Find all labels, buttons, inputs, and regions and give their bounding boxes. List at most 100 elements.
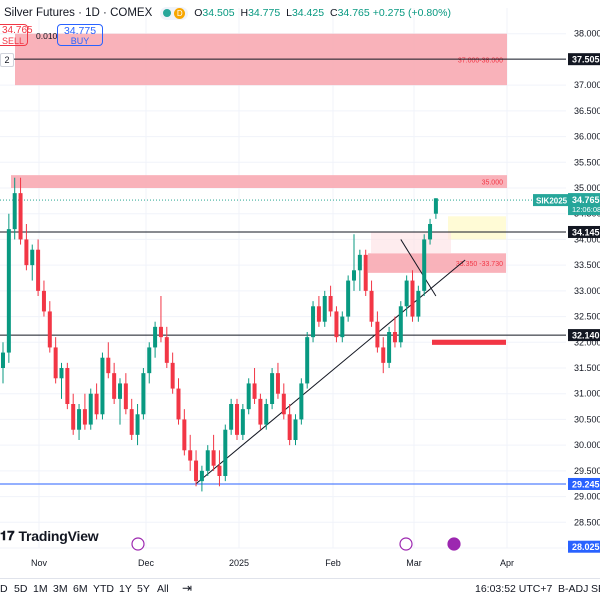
range-d-button[interactable]: D	[0, 583, 8, 595]
status-pill[interactable]: D	[160, 6, 189, 20]
x-tick-label: Apr	[500, 558, 514, 568]
candle	[270, 373, 275, 404]
zone-label: 33.350 -33.730	[456, 261, 503, 268]
candle	[404, 280, 409, 307]
bar-countdown: 12:06:08	[572, 205, 600, 214]
candle	[100, 357, 105, 415]
candle	[12, 193, 17, 230]
range-5y-button[interactable]: 5Y	[137, 583, 150, 595]
zone-rect	[368, 253, 506, 273]
candle	[246, 383, 251, 410]
candle	[223, 429, 228, 476]
candle	[311, 306, 316, 338]
last-price-label: 34.765	[572, 195, 600, 205]
last-price-box	[568, 193, 600, 216]
candle	[357, 254, 362, 271]
delay-badge-icon: D	[174, 7, 186, 19]
sell-price: 34.765	[2, 25, 33, 36]
price-label-box	[568, 477, 600, 490]
candle	[299, 383, 304, 420]
y-tick-label: 34.000	[574, 234, 600, 244]
price-label: 32.140	[572, 331, 600, 341]
y-tick-label: 31.500	[574, 363, 600, 373]
candle	[422, 239, 427, 291]
symbol-label-box	[533, 194, 568, 207]
y-tick-label: 30.500	[574, 414, 600, 424]
candle	[322, 296, 327, 322]
price-label: 37.505	[572, 55, 600, 65]
range-3m-button[interactable]: 3M	[53, 583, 68, 595]
candle	[135, 414, 140, 435]
price-label-box	[568, 329, 600, 342]
candle	[47, 311, 52, 348]
buy-label: BUY	[70, 36, 90, 46]
adjustment-toggle[interactable]: B-ADJ	[558, 583, 589, 595]
range-1m-button[interactable]: 1M	[33, 583, 48, 595]
spread-value: 0.010	[36, 31, 58, 41]
event-icon	[399, 537, 413, 551]
session-toggle[interactable]: SE	[591, 583, 600, 595]
price-label-box	[568, 53, 600, 66]
candle	[129, 409, 134, 435]
candle	[106, 357, 111, 374]
candle	[428, 224, 433, 240]
y-tick-label: 33.500	[574, 260, 600, 270]
y-tick-label: 35.500	[574, 157, 600, 167]
candle	[194, 460, 199, 482]
buy-button[interactable]: 34.775 BUY	[57, 24, 103, 46]
candle	[59, 368, 64, 379]
candle	[369, 290, 374, 322]
clock[interactable]: 16:03:52 UTC+7	[475, 583, 553, 595]
candle	[346, 280, 351, 317]
candle	[252, 383, 257, 399]
candle	[94, 393, 99, 415]
x-tick-label: Mar	[406, 558, 422, 568]
range-6m-button[interactable]: 6M	[73, 583, 88, 595]
candle	[205, 450, 210, 471]
price-label: 34.145	[572, 227, 600, 237]
symbol-label: SIK2025	[536, 197, 568, 206]
range-1y-button[interactable]: 1Y	[119, 583, 132, 595]
candle	[293, 419, 298, 440]
candle	[118, 383, 122, 399]
y-tick-label: 29.000	[574, 492, 600, 502]
candle	[82, 409, 87, 425]
candle	[258, 398, 263, 425]
y-tick-label: 36.500	[574, 106, 600, 116]
symbol-title[interactable]: Silver Futures · 1D · COMEX	[4, 7, 153, 19]
indicators-collapse-button[interactable]: 2	[0, 53, 14, 67]
candle	[352, 270, 356, 281]
candle	[235, 404, 239, 435]
candle	[410, 280, 415, 317]
x-tick-label: Dec	[138, 558, 155, 568]
candle	[176, 388, 181, 420]
price-label-box	[568, 540, 600, 553]
range-ytd-button[interactable]: YTD	[93, 583, 114, 595]
candle	[141, 373, 146, 415]
market-open-icon	[163, 9, 172, 17]
candle	[211, 450, 216, 466]
candle	[112, 373, 117, 399]
tradingview-logo-text: TradingView	[18, 528, 99, 544]
candle	[363, 254, 368, 291]
y-tick-label: 29.500	[574, 466, 600, 476]
y-tick-label: 37.000	[574, 80, 600, 90]
y-tick-label: 36.000	[574, 132, 600, 142]
candle	[188, 450, 193, 461]
zone-rect	[432, 339, 506, 345]
candle	[153, 326, 158, 348]
range-all-button[interactable]: All	[157, 583, 169, 595]
candles-layer	[1, 177, 438, 492]
bottom-toolbar: D 5D 1M 3M 6M YTD 1Y 5Y All ⇥ 16:03:52 U…	[0, 578, 600, 601]
sell-button[interactable]: 34.765 SELL	[0, 24, 33, 46]
candle	[123, 383, 128, 410]
range-5d-button[interactable]: 5D	[14, 583, 28, 595]
y-tick-label: 31.000	[574, 389, 600, 399]
candle	[398, 306, 403, 343]
candle	[416, 290, 421, 317]
date-range-icon[interactable]: ⇥	[182, 581, 193, 595]
zone-label: 35.000	[482, 180, 504, 187]
zone-label: 37.000-38.000	[458, 57, 503, 64]
tradingview-watermark: 𝟏𝟕 TradingView	[0, 528, 99, 544]
